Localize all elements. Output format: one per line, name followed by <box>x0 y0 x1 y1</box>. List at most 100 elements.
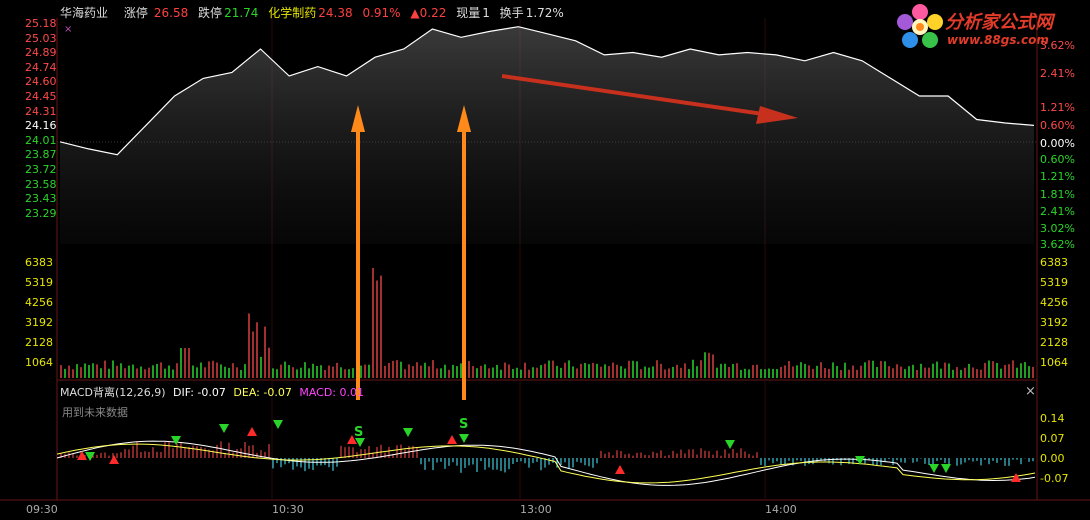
dea-line <box>56 443 1036 484</box>
axis-label: 0.07 <box>1040 432 1065 445</box>
future-data-note: 用到未来数据 <box>62 406 128 419</box>
dif-line <box>56 440 1036 486</box>
axis-label: 3192 <box>1040 316 1068 329</box>
sector-pct: 0.91% <box>362 6 401 20</box>
buy-signal-icon <box>77 451 87 460</box>
sell-signal-icon <box>929 464 939 473</box>
axis-label: 24.16 <box>25 119 57 133</box>
buy-signal-icon <box>347 435 357 444</box>
time-label: 09:30 <box>26 503 58 516</box>
limit-down-value: 21.74 <box>224 6 259 20</box>
time-label: 14:00 <box>765 503 797 516</box>
axis-label: 25.18 <box>25 17 57 30</box>
sell-signal-icon <box>855 456 865 465</box>
limit-down-label: 跌停 <box>198 6 223 20</box>
axis-label: -0.07 <box>1040 472 1069 485</box>
axis-label: 2128 <box>25 336 53 349</box>
orange-arrow-head-icon <box>457 105 471 132</box>
signal-s-label: S <box>354 425 363 440</box>
volume-value: 1 <box>482 6 490 20</box>
buy-signal-icon <box>1011 473 1021 482</box>
sell-signal-icon <box>85 452 95 461</box>
signal-s-label: S <box>459 417 468 432</box>
axis-label: 24.74 <box>25 60 57 74</box>
site-logo: 分析家公式网 www.88gs.com <box>893 2 1088 54</box>
buy-signal-icon <box>615 465 625 474</box>
volume-bars <box>60 268 1034 378</box>
axis-label: 2.41% <box>1040 67 1075 80</box>
axis-label: 24.60 <box>25 75 57 89</box>
axis-label: 0.60% <box>1040 119 1075 132</box>
axis-label: 5319 <box>1040 276 1068 289</box>
sell-signal-icon <box>355 438 365 447</box>
sell-signal-icon <box>273 420 283 429</box>
buy-signal-icon <box>247 427 257 436</box>
axis-label: 4256 <box>25 296 53 309</box>
stock-name: 华海药业 <box>60 6 109 20</box>
axis-label: 3192 <box>25 316 53 329</box>
time-label: 13:00 <box>520 503 552 516</box>
sector-name: 化学制药 <box>268 6 317 20</box>
axis-label: 24.45 <box>25 90 57 103</box>
axis-label: 4256 <box>1040 296 1068 309</box>
sell-signal-icon <box>171 436 181 445</box>
logo-title: 分析家公式网 <box>945 12 1053 33</box>
annotation-arrows <box>351 74 798 400</box>
axis-label: 2.41% <box>1040 205 1075 218</box>
axis-label: 1.21% <box>1040 101 1075 114</box>
buy-signal-icon <box>109 455 119 464</box>
logo-url: www.88gs.com <box>947 33 1049 47</box>
red-arrow-head-icon <box>756 106 798 124</box>
axis-label: 1.21% <box>1040 170 1075 183</box>
sell-signal-icon <box>725 440 735 449</box>
macd-dif: DIF: -0.07 <box>173 386 226 399</box>
axis-label: 24.31 <box>25 104 57 118</box>
axis-label: 24.01 <box>25 133 57 147</box>
price-fill <box>60 26 1034 245</box>
sell-signal-icon <box>219 424 229 433</box>
turnover-value: 1.72% <box>525 6 564 20</box>
axis-label: 23.72 <box>25 163 57 176</box>
limit-up-label: 涨停 <box>123 6 148 20</box>
axis-label: 25.03 <box>25 31 57 45</box>
macd-value: MACD: 0.01 <box>299 386 364 399</box>
axis-label: 0.60% <box>1040 153 1075 166</box>
macd-header: MACD背离(12,26,9) DIF: -0.07 DEA: -0.07 MA… <box>60 384 364 400</box>
stock-header: 华海药业 涨停 26.58 跌停 21.74 化学制药 24.38 0.91% ▲0.… <box>60 4 570 22</box>
axis-label: 23.29 <box>25 206 57 220</box>
buy-signal-icon <box>447 435 457 444</box>
axis-label: 24.89 <box>25 46 57 60</box>
axis-label: 23.87 <box>25 148 57 162</box>
time-label: 10:30 <box>272 503 304 516</box>
axis-label: 6383 <box>1040 256 1068 269</box>
axis-label: 0.00% <box>1040 137 1075 150</box>
axis-label: 23.43 <box>25 192 57 206</box>
price-close-icon[interactable]: × <box>64 24 73 35</box>
axis-label: 0.14 <box>1040 412 1065 425</box>
axis-label: 3.62% <box>1040 39 1075 52</box>
macd-title: MACD背离(12,26,9) <box>60 386 166 399</box>
sell-signal-icon <box>403 428 413 437</box>
sector-change: ▲0.22 <box>410 6 447 20</box>
flower-logo-icon <box>897 4 943 48</box>
axis-label: 1064 <box>25 356 53 369</box>
axis-label: 1064 <box>1040 356 1068 369</box>
limit-up-value: 26.58 <box>153 6 189 20</box>
axis-label: 3.62% <box>1040 238 1075 251</box>
price-line <box>59 26 1035 156</box>
axis-label: 2128 <box>1040 336 1068 349</box>
axis-label: 6383 <box>25 256 53 269</box>
turnover-label: 换手 <box>499 6 524 20</box>
axis-label: 23.58 <box>25 177 57 191</box>
axis-label: 5319 <box>25 276 53 289</box>
red-arrow-shaft <box>501 74 771 117</box>
volume-label: 现量 <box>456 6 481 20</box>
macd-area: SS <box>56 417 1036 486</box>
orange-arrow-head-icon <box>351 105 365 132</box>
sector-price: 24.38 <box>318 6 353 20</box>
sell-signal-icon <box>941 464 951 473</box>
macd-close-icon[interactable]: × <box>1025 384 1036 399</box>
axis-label: 3.02% <box>1040 222 1075 235</box>
